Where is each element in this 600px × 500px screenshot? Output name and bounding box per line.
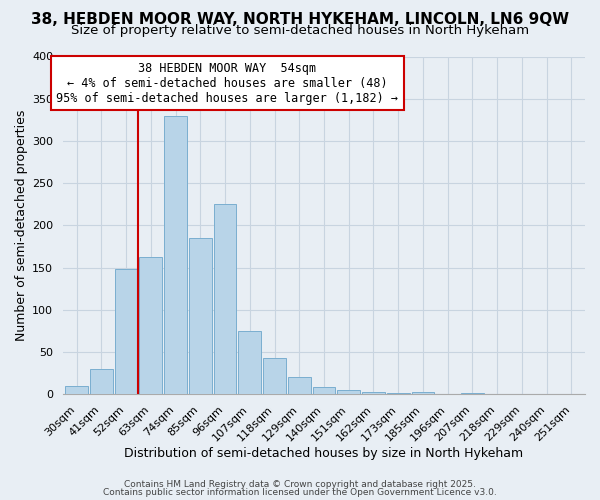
Bar [164, 116, 187, 394]
Text: Contains HM Land Registry data © Crown copyright and database right 2025.: Contains HM Land Registry data © Crown c… [124, 480, 476, 489]
Bar [263, 358, 286, 394]
Bar [362, 392, 385, 394]
Bar [412, 392, 434, 394]
Bar [189, 238, 212, 394]
Text: 38 HEBDEN MOOR WAY  54sqm
← 4% of semi-detached houses are smaller (48)
95% of s: 38 HEBDEN MOOR WAY 54sqm ← 4% of semi-de… [56, 62, 398, 104]
Bar [90, 369, 113, 394]
Bar [337, 390, 360, 394]
Text: Contains public sector information licensed under the Open Government Licence v3: Contains public sector information licen… [103, 488, 497, 497]
X-axis label: Distribution of semi-detached houses by size in North Hykeham: Distribution of semi-detached houses by … [124, 447, 524, 460]
Bar [288, 378, 311, 394]
Bar [65, 386, 88, 394]
Text: 38, HEBDEN MOOR WAY, NORTH HYKEHAM, LINCOLN, LN6 9QW: 38, HEBDEN MOOR WAY, NORTH HYKEHAM, LINC… [31, 12, 569, 28]
Bar [238, 331, 261, 394]
Bar [139, 258, 162, 394]
Text: Size of property relative to semi-detached houses in North Hykeham: Size of property relative to semi-detach… [71, 24, 529, 37]
Bar [115, 269, 137, 394]
Bar [313, 388, 335, 394]
Y-axis label: Number of semi-detached properties: Number of semi-detached properties [15, 110, 28, 341]
Bar [214, 204, 236, 394]
